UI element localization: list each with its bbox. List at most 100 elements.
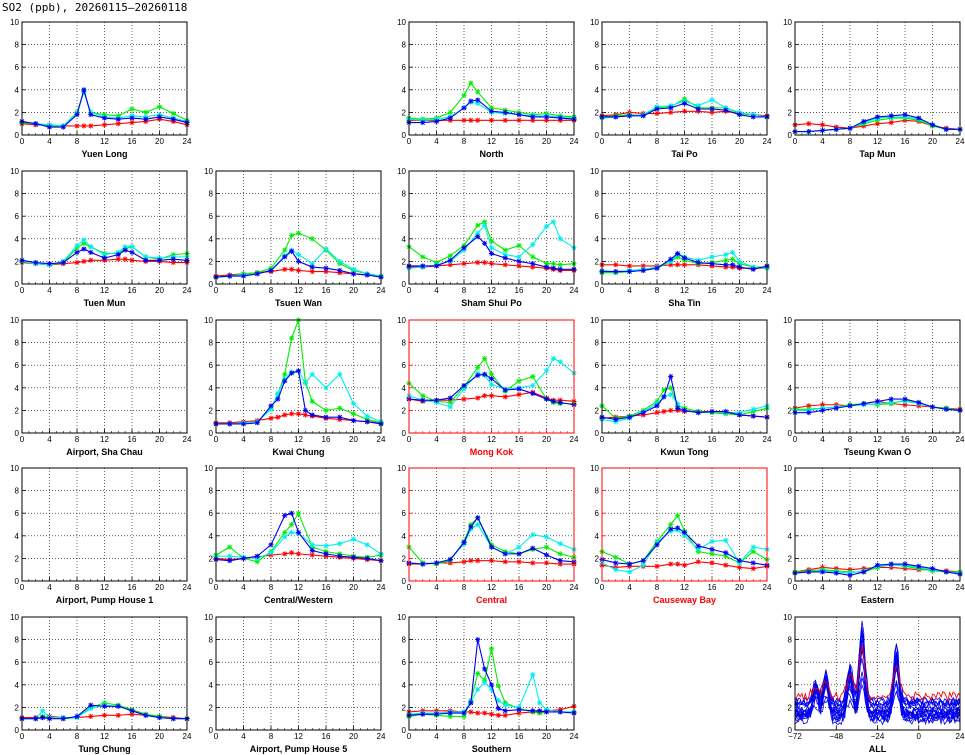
data-point	[337, 267, 343, 274]
data-point	[468, 558, 474, 564]
x-tick-label: 16	[515, 137, 524, 146]
data-point	[143, 116, 149, 122]
y-tick-label: 2	[209, 703, 214, 712]
data-point	[282, 254, 288, 260]
series-line-blue	[216, 370, 382, 425]
data-point	[461, 386, 467, 392]
y-tick-label: 6	[402, 212, 407, 221]
y-tick-label: 2	[15, 406, 20, 415]
data-point	[640, 410, 646, 416]
data-point	[723, 262, 729, 268]
panel-label: Tuen Mun	[84, 298, 126, 308]
data-point	[750, 266, 756, 272]
x-tick-label: 20	[928, 435, 937, 444]
data-point	[482, 666, 488, 672]
data-point	[502, 702, 508, 708]
x-tick-label: 24	[763, 583, 772, 592]
station-trace	[794, 658, 961, 717]
data-point	[833, 570, 839, 576]
x-tick-label: 16	[128, 435, 137, 444]
y-tick-label: 0	[209, 577, 214, 586]
data-point	[482, 710, 488, 716]
data-point	[350, 411, 357, 417]
x-tick-label: 4	[820, 583, 825, 592]
x-tick-label: 12	[487, 732, 496, 741]
data-point	[543, 368, 550, 374]
data-point	[613, 268, 619, 275]
data-point	[806, 129, 812, 135]
data-point	[268, 415, 274, 421]
data-point	[475, 670, 481, 677]
x-tick-label: 4	[434, 732, 439, 741]
data-point	[254, 271, 260, 277]
data-point	[709, 546, 715, 552]
y-tick-label: 2	[788, 406, 793, 415]
data-point	[74, 242, 80, 249]
data-point	[516, 559, 522, 565]
y-tick-label: 8	[788, 636, 793, 645]
data-point	[364, 413, 370, 419]
x-tick-label: 12	[873, 583, 882, 592]
data-point	[861, 118, 867, 125]
data-point	[668, 526, 674, 532]
data-point	[543, 114, 550, 120]
data-point	[364, 542, 370, 548]
y-tick-label: 6	[15, 361, 20, 370]
data-point	[681, 562, 688, 568]
data-point	[557, 551, 563, 557]
data-point	[275, 390, 281, 397]
data-point	[806, 410, 812, 416]
panel-label: Yuen Long	[82, 149, 128, 159]
data-point	[681, 407, 688, 413]
data-point	[482, 393, 488, 399]
data-point	[461, 559, 467, 565]
data-point	[302, 380, 308, 386]
x-tick-label: 16	[708, 435, 717, 444]
data-point	[323, 543, 329, 549]
station-trace	[794, 630, 961, 721]
data-point	[668, 262, 674, 268]
plot-frame	[21, 467, 188, 582]
data-point	[323, 265, 329, 271]
y-tick-label: 0	[402, 429, 407, 438]
data-point	[468, 700, 474, 706]
x-tick-label: 20	[542, 583, 551, 592]
y-tick-label: 8	[788, 41, 793, 50]
data-point	[122, 256, 128, 262]
data-point	[482, 219, 488, 225]
data-point	[482, 355, 488, 362]
data-point	[88, 257, 94, 263]
data-point	[543, 560, 550, 566]
y-tick-label: 6	[209, 212, 214, 221]
x-tick-label: 16	[708, 583, 717, 592]
data-point	[101, 115, 108, 121]
y-tick-label: 4	[402, 384, 407, 393]
x-tick-label: 0	[214, 583, 219, 592]
data-point	[640, 263, 646, 269]
x-tick-label: 20	[349, 286, 358, 295]
y-tick-label: 10	[783, 464, 792, 473]
data-point	[81, 123, 87, 129]
y-tick-label: 10	[590, 316, 599, 325]
data-point	[350, 266, 357, 272]
y-tick-label: 0	[402, 726, 407, 735]
plot-frame	[794, 467, 961, 582]
data-point	[282, 371, 288, 377]
x-tick-label: 24	[956, 732, 965, 741]
x-tick-label: 20	[735, 137, 744, 146]
x-tick-label: 16	[322, 435, 331, 444]
data-point	[88, 702, 94, 708]
x-tick-label: 20	[349, 732, 358, 741]
data-point	[530, 264, 536, 270]
x-tick-label: 24	[570, 286, 579, 295]
data-point	[475, 233, 481, 240]
data-point	[475, 395, 481, 401]
data-point	[289, 232, 295, 239]
data-point	[847, 403, 853, 409]
y-tick-label: 10	[397, 316, 406, 325]
data-point	[170, 116, 176, 122]
x-tick-label: 12	[100, 286, 109, 295]
data-point	[81, 237, 87, 243]
data-point	[750, 114, 756, 120]
